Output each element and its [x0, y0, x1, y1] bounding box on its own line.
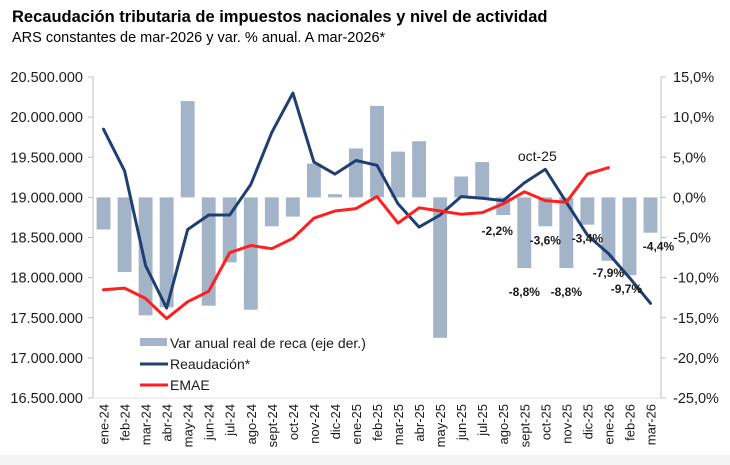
x-axis-tick-label: oct-24 — [286, 404, 301, 440]
data-label-ene-26: -7,9% — [593, 266, 625, 280]
bar-sept-25 — [517, 197, 532, 268]
x-axis-tick-label: mar-24 — [139, 404, 154, 445]
x-axis-tick-label: ago-25 — [496, 404, 511, 444]
bar-mar-25 — [391, 151, 405, 198]
x-axis-tick-label: mar-26 — [643, 404, 658, 445]
bar-mar-24 — [138, 197, 153, 316]
legend-label: Reaudación* — [170, 356, 251, 372]
bar-sept-24 — [264, 197, 279, 227]
x-axis-tick-label: abr-24 — [160, 404, 175, 442]
left-axis-tick-label: 18.000.000 — [10, 271, 83, 287]
left-axis-tick-label: 19.000.000 — [10, 190, 83, 206]
x-axis-tick-label: ago-24 — [244, 404, 259, 444]
chart-subtitle: ARS constantes de mar-2026 y var. % anua… — [12, 30, 386, 46]
x-axis-tick-label: jun-25 — [454, 404, 469, 441]
bar-jul-25 — [475, 162, 490, 198]
x-axis-tick-label: ene-26 — [601, 404, 616, 444]
x-axis-tick-label: dic-25 — [580, 404, 595, 439]
legend: Var anual real de reca (eje der.) Reaudac… — [140, 335, 366, 393]
annotation-oct-25: oct-25 — [518, 148, 557, 164]
bar-may-25 — [433, 197, 448, 338]
x-axis-tick-label: nov-25 — [559, 404, 574, 444]
bar-may-24 — [180, 101, 195, 198]
bar-jun-24 — [201, 197, 216, 306]
bar-jun-25 — [454, 176, 469, 198]
bar-dic-25 — [580, 197, 595, 225]
data-label-sept-25: -8,8% — [509, 285, 541, 299]
line-series — [102, 91, 652, 321]
left-axis-tick-label: 20.500.000 — [10, 70, 83, 86]
right-axis-tick-label: 15,0% — [673, 70, 714, 86]
right-axis-tick-label: -10,0% — [673, 271, 719, 287]
bar-oct-25 — [538, 197, 553, 227]
legend-swatch-bar — [140, 338, 167, 346]
right-axis-tick-label: -5,0% — [673, 231, 711, 247]
left-axis-tick-label: 17.500.000 — [10, 311, 83, 327]
line-reaudaci-n- — [102, 91, 652, 310]
data-label-feb-26: -9,7% — [611, 282, 643, 296]
x-axis-tick-label: may-24 — [181, 404, 196, 447]
axes: 16.500.000 17.000.000 17.500.000 18.000.000… — [10, 70, 719, 447]
bar-mar-26 — [643, 197, 658, 233]
left-axis-tick-label: 18.500.000 — [10, 231, 83, 247]
data-label-nov-25: -8,8% — [551, 285, 583, 299]
bar-feb-24 — [117, 197, 132, 273]
bar-ene-26 — [601, 197, 616, 261]
data-labels: -2,2% -8,8% -3,6% -8,8% -3,4% -7,9% -9,7% -4,4%… — [482, 148, 675, 299]
right-axis-tick-label: 10,0% — [673, 110, 714, 126]
x-axis-tick-label: nov-24 — [307, 404, 322, 444]
x-axis-tick-label: feb-24 — [118, 404, 133, 441]
x-axis-tick-label: feb-25 — [370, 404, 385, 441]
line-emae — [102, 166, 610, 321]
x-axis-tick-label: jul-25 — [475, 404, 490, 437]
left-axis-tick-label: 20.000.000 — [10, 110, 83, 126]
bar-feb-25 — [370, 105, 384, 198]
x-axis-tick-label: mar-25 — [391, 404, 406, 445]
x-axis-tick-label: jul-24 — [223, 404, 238, 437]
right-axis-tick-label: 5,0% — [673, 150, 706, 166]
x-axis-tick-label: oct-25 — [538, 404, 553, 440]
x-axis-tick-label: sept-25 — [517, 404, 532, 447]
right-axis-tick-label: -25,0% — [673, 391, 719, 407]
data-label-oct-25: -3,6% — [530, 233, 562, 247]
bar-nov-25 — [559, 197, 574, 268]
right-axis-tick-label: -20,0% — [673, 351, 719, 367]
x-axis-tick-label: feb-26 — [622, 404, 637, 441]
legend-label: EMAE — [170, 377, 210, 393]
bar-ene-25 — [349, 148, 363, 198]
x-axis-tick-label: ene-24 — [97, 404, 112, 444]
bar-abr-25 — [412, 141, 427, 198]
bar-dic-24 — [327, 194, 342, 198]
chart-title: Recaudación tributaria de impuestos naci… — [12, 8, 548, 26]
data-label-ago-25: -2,2% — [482, 224, 514, 238]
bar-oct-24 — [285, 197, 300, 217]
bar-series — [96, 101, 658, 338]
bar-abr-24 — [159, 197, 174, 308]
x-axis-tick-label: abr-25 — [412, 404, 427, 442]
legend-label: Var anual real de reca (eje der.) — [170, 335, 366, 351]
right-axis-tick-label: 0,0% — [673, 190, 706, 206]
x-axis-tick-label: may-25 — [433, 404, 448, 447]
bar-feb-26 — [622, 197, 637, 276]
left-axis-tick-label: 16.500.000 — [10, 391, 83, 407]
x-axis-tick-label: jun-24 — [202, 404, 217, 441]
left-axis-tick-label: 17.000.000 — [10, 351, 83, 367]
x-axis-tick-label: sept-24 — [265, 404, 280, 447]
data-label-mar-26: -4,4% — [643, 240, 675, 254]
bar-ago-24 — [243, 197, 258, 310]
x-axis-tick-label: dic-24 — [328, 404, 343, 439]
x-axis-tick-label: ene-25 — [349, 404, 364, 444]
bottom-strip — [0, 455, 730, 465]
bar-nov-24 — [306, 163, 321, 198]
bar-ene-24 — [96, 197, 111, 230]
right-axis-tick-label: -15,0% — [673, 311, 719, 327]
left-axis-tick-label: 19.500.000 — [10, 150, 83, 166]
data-label-dic-25: -3,4% — [572, 232, 604, 246]
